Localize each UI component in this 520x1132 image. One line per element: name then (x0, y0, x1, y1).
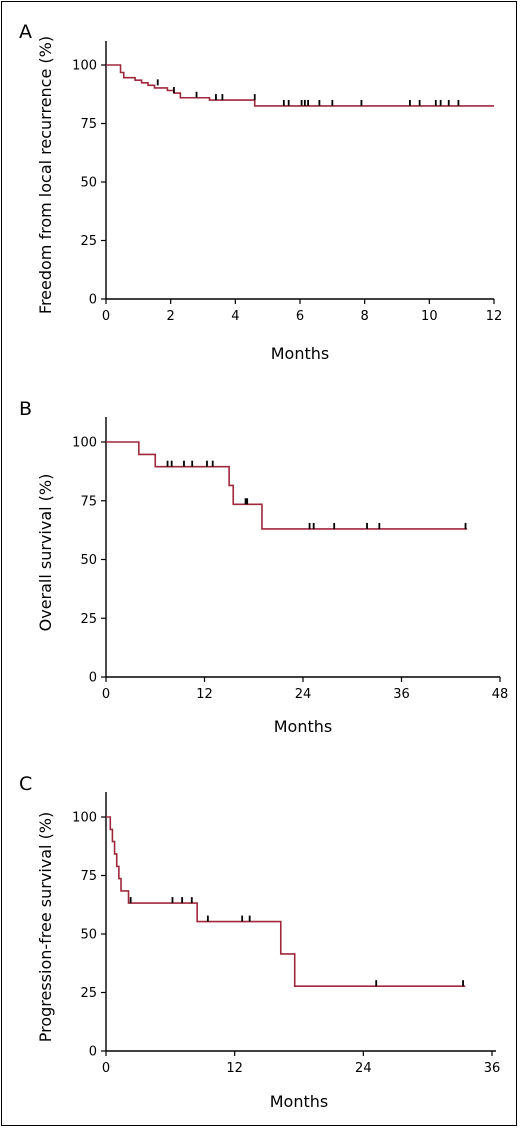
x-tick-label: 2 (167, 309, 175, 324)
y-tick-label: 0 (89, 1045, 97, 1060)
panel-letter: A (19, 21, 32, 43)
y-tick-label: 75 (80, 494, 97, 509)
y-axis-title: Progression-free survival (%) (36, 812, 55, 1043)
y-tick-label: 25 (80, 234, 97, 249)
panel-b: B Overall survival (%) Months 0 25 50 75 100… (19, 398, 508, 736)
y-tick-label: 0 (89, 671, 97, 686)
x-tick-label: 36 (484, 1061, 501, 1076)
panel-letter: B (19, 398, 32, 420)
y-tick-label: 100 (72, 436, 97, 451)
y-tick-label: 50 (80, 553, 97, 568)
y-axis-title: Overall survival (%) (36, 474, 55, 632)
x-tick-label: 10 (421, 309, 438, 324)
x-axis-title: Months (270, 1092, 328, 1111)
panel-a: A Freedom from local recurrence (%) Mont… (19, 21, 502, 363)
x-axis-title: Months (271, 344, 329, 363)
y-tick-label: 75 (80, 117, 97, 132)
panel-c: C Progression-free survival (%) Months 0… (19, 773, 500, 1111)
x-tick-label: 0 (102, 309, 110, 324)
y-tick-label: 25 (80, 612, 97, 627)
panel-letter: C (19, 773, 32, 795)
survival-curve (106, 441, 468, 530)
y-tick-label: 0 (89, 293, 97, 308)
x-axis-title: Months (274, 717, 332, 736)
x-tick-label: 48 (492, 687, 509, 702)
x-tick-label: 36 (393, 687, 410, 702)
y-tick-label: 50 (80, 928, 97, 943)
x-tick-label: 8 (361, 309, 369, 324)
y-tick-label: 100 (72, 811, 97, 826)
survival-curve (106, 816, 466, 987)
x-tick-label: 12 (486, 309, 503, 324)
y-tick-label: 75 (80, 869, 97, 884)
x-tick-label: 12 (226, 1061, 243, 1076)
x-tick-label: 24 (355, 1061, 372, 1076)
y-axis-title: Freedom from local recurrence (%) (36, 36, 55, 314)
x-tick-label: 0 (102, 687, 110, 702)
y-tick-label: 50 (80, 176, 97, 191)
x-tick-label: 0 (102, 1061, 110, 1076)
y-tick-label: 100 (72, 59, 97, 74)
survival-curve (106, 64, 494, 107)
x-tick-label: 6 (296, 309, 304, 324)
y-tick-label: 25 (80, 986, 97, 1001)
x-tick-label: 24 (295, 687, 312, 702)
x-tick-label: 12 (196, 687, 213, 702)
x-tick-label: 4 (231, 309, 239, 324)
